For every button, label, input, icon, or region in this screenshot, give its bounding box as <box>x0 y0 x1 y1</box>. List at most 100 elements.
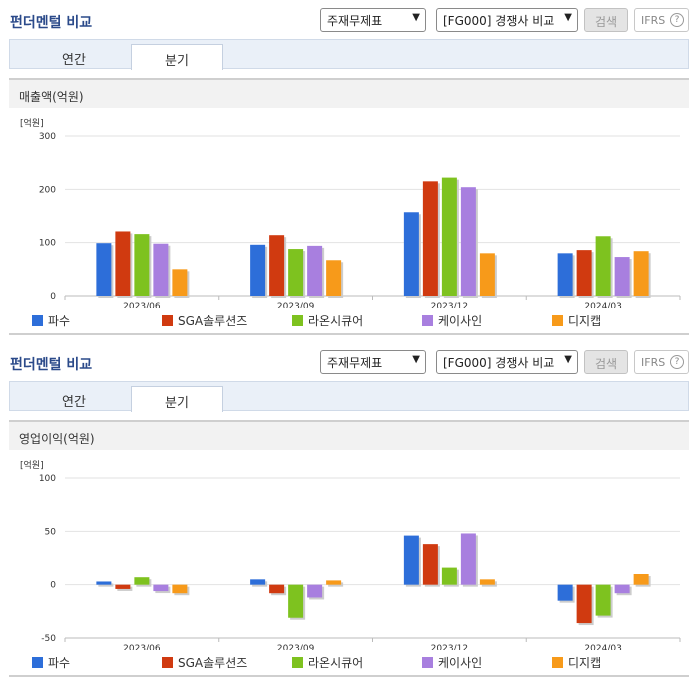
bar <box>441 567 457 585</box>
legend-item[interactable]: 디지캡 <box>552 312 601 329</box>
bar <box>614 257 630 296</box>
y-tick-label: 50 <box>45 527 57 537</box>
chart-legend: 파수 SGA솔루션즈 라온시큐어 케이사인 디지캡 <box>0 654 696 672</box>
x-tick-label: 2023/12 <box>431 302 468 308</box>
ifrs-button[interactable]: IFRS ? <box>634 8 689 32</box>
legend-item[interactable]: 라온시큐어 <box>292 654 363 671</box>
bar <box>269 235 285 296</box>
bar <box>557 584 573 601</box>
legend-item[interactable]: 케이사인 <box>422 654 482 671</box>
chevron-down-icon: ▼ <box>412 354 420 365</box>
bar <box>595 584 611 616</box>
legend-label: 라온시큐어 <box>308 314 364 328</box>
legend-label: 파수 <box>48 314 71 328</box>
legend-item[interactable]: SGA솔루션즈 <box>162 312 247 329</box>
bar <box>460 533 476 585</box>
section-header: 펀더멘털 비교 주재무제표 ▼ [FG000] 경쟁사 비교 ▼ 검색 IFRS… <box>0 0 696 36</box>
peer-select-value: [FG000] 경쟁사 비교 <box>443 356 555 370</box>
fundamental-section-operating-profit: 펀더멘털 비교 주재무제표 ▼ [FG000] 경쟁사 비교 ▼ 검색 IFRS… <box>0 342 696 684</box>
bar <box>403 535 419 585</box>
statement-select[interactable]: 주재무제표 ▼ <box>320 8 426 32</box>
legend-label: 디지캡 <box>568 314 602 328</box>
peer-select[interactable]: [FG000] 경쟁사 비교 ▼ <box>436 350 578 374</box>
panel-title: 매출액(억원) <box>9 78 689 108</box>
y-tick-label: -50 <box>41 634 56 644</box>
bar <box>614 584 630 594</box>
bar <box>115 231 131 296</box>
bar <box>576 584 592 624</box>
section-title: 펀더멘털 비교 <box>10 15 93 31</box>
period-tabs: 연간 분기 <box>9 39 689 70</box>
chevron-down-icon: ▼ <box>564 12 572 23</box>
bar <box>172 584 188 594</box>
bar <box>96 243 112 296</box>
y-tick-label: 300 <box>39 132 56 142</box>
bar <box>134 234 150 296</box>
statement-select[interactable]: 주재무제표 ▼ <box>320 350 426 374</box>
y-axis-unit-label: [억원] <box>20 117 44 129</box>
legend-item[interactable]: 케이사인 <box>422 312 482 329</box>
bar <box>96 581 112 585</box>
search-button[interactable]: 검색 <box>584 8 628 32</box>
legend-item[interactable]: 파수 <box>32 654 70 671</box>
y-tick-label: 0 <box>50 581 56 591</box>
legend-swatch <box>162 657 173 668</box>
bar <box>307 245 323 296</box>
bar <box>633 574 649 585</box>
bar <box>269 584 285 594</box>
legend-item[interactable]: SGA솔루션즈 <box>162 654 247 671</box>
fundamental-section-sales: 펀더멘털 비교 주재무제표 ▼ [FG000] 경쟁사 비교 ▼ 검색 IFRS… <box>0 0 696 340</box>
x-tick-label: 2024/03 <box>584 644 621 650</box>
bar <box>134 577 150 585</box>
bar <box>172 269 188 296</box>
legend-swatch <box>422 657 433 668</box>
section-header: 펀더멘털 비교 주재무제표 ▼ [FG000] 경쟁사 비교 ▼ 검색 IFRS… <box>0 342 696 378</box>
legend-label: 디지캡 <box>568 656 602 670</box>
peer-select-value: [FG000] 경쟁사 비교 <box>443 14 555 28</box>
operating-profit-bar-chart: [억원] -50 0 50 100 2023/06 2023/09 2023/12 2024/0… <box>20 459 681 650</box>
legend-swatch <box>32 657 43 668</box>
bar <box>422 544 438 585</box>
bar <box>576 250 592 296</box>
bar <box>557 253 573 296</box>
period-tabs: 연간 분기 <box>9 381 689 412</box>
bar <box>595 236 611 296</box>
help-icon[interactable]: ? <box>670 355 684 369</box>
legend-swatch <box>422 315 433 326</box>
legend-label: SGA솔루션즈 <box>178 314 248 328</box>
bar <box>479 579 495 585</box>
y-axis-unit-label: [억원] <box>20 459 44 471</box>
x-tick-label: 2023/09 <box>277 302 315 308</box>
legend-swatch <box>292 657 303 668</box>
legend-swatch <box>32 315 43 326</box>
help-icon[interactable]: ? <box>670 13 684 27</box>
section-divider <box>9 333 689 335</box>
ifrs-label: IFRS <box>641 356 666 369</box>
bar <box>250 244 266 296</box>
x-tick-label: 2024/03 <box>584 302 621 308</box>
legend-item[interactable]: 디지캡 <box>552 654 601 671</box>
x-tick-label: 2023/12 <box>431 644 468 650</box>
bar <box>288 584 304 618</box>
bar <box>479 253 495 296</box>
y-tick-label: 200 <box>39 185 56 195</box>
tab-annual[interactable]: 연간 <box>62 53 86 68</box>
bar <box>307 584 323 598</box>
peer-select[interactable]: [FG000] 경쟁사 비교 ▼ <box>436 8 578 32</box>
section-title: 펀더멘털 비교 <box>10 357 93 373</box>
bar <box>288 249 304 296</box>
legend-item[interactable]: 파수 <box>32 312 70 329</box>
y-tick-label: 100 <box>39 239 56 249</box>
bar <box>460 187 476 296</box>
legend-label: 케이사인 <box>438 656 483 670</box>
bar <box>326 580 342 585</box>
legend-item[interactable]: 라온시큐어 <box>292 312 363 329</box>
tab-quarterly[interactable]: 분기 <box>131 44 223 70</box>
tab-quarterly[interactable]: 분기 <box>131 386 223 412</box>
chart-legend: 파수 SGA솔루션즈 라온시큐어 케이사인 디지캡 <box>0 312 696 330</box>
tab-annual[interactable]: 연간 <box>62 395 86 410</box>
search-button[interactable]: 검색 <box>584 350 628 374</box>
ifrs-button[interactable]: IFRS ? <box>634 350 689 374</box>
legend-label: 케이사인 <box>438 314 483 328</box>
y-tick-label: 0 <box>50 292 56 302</box>
